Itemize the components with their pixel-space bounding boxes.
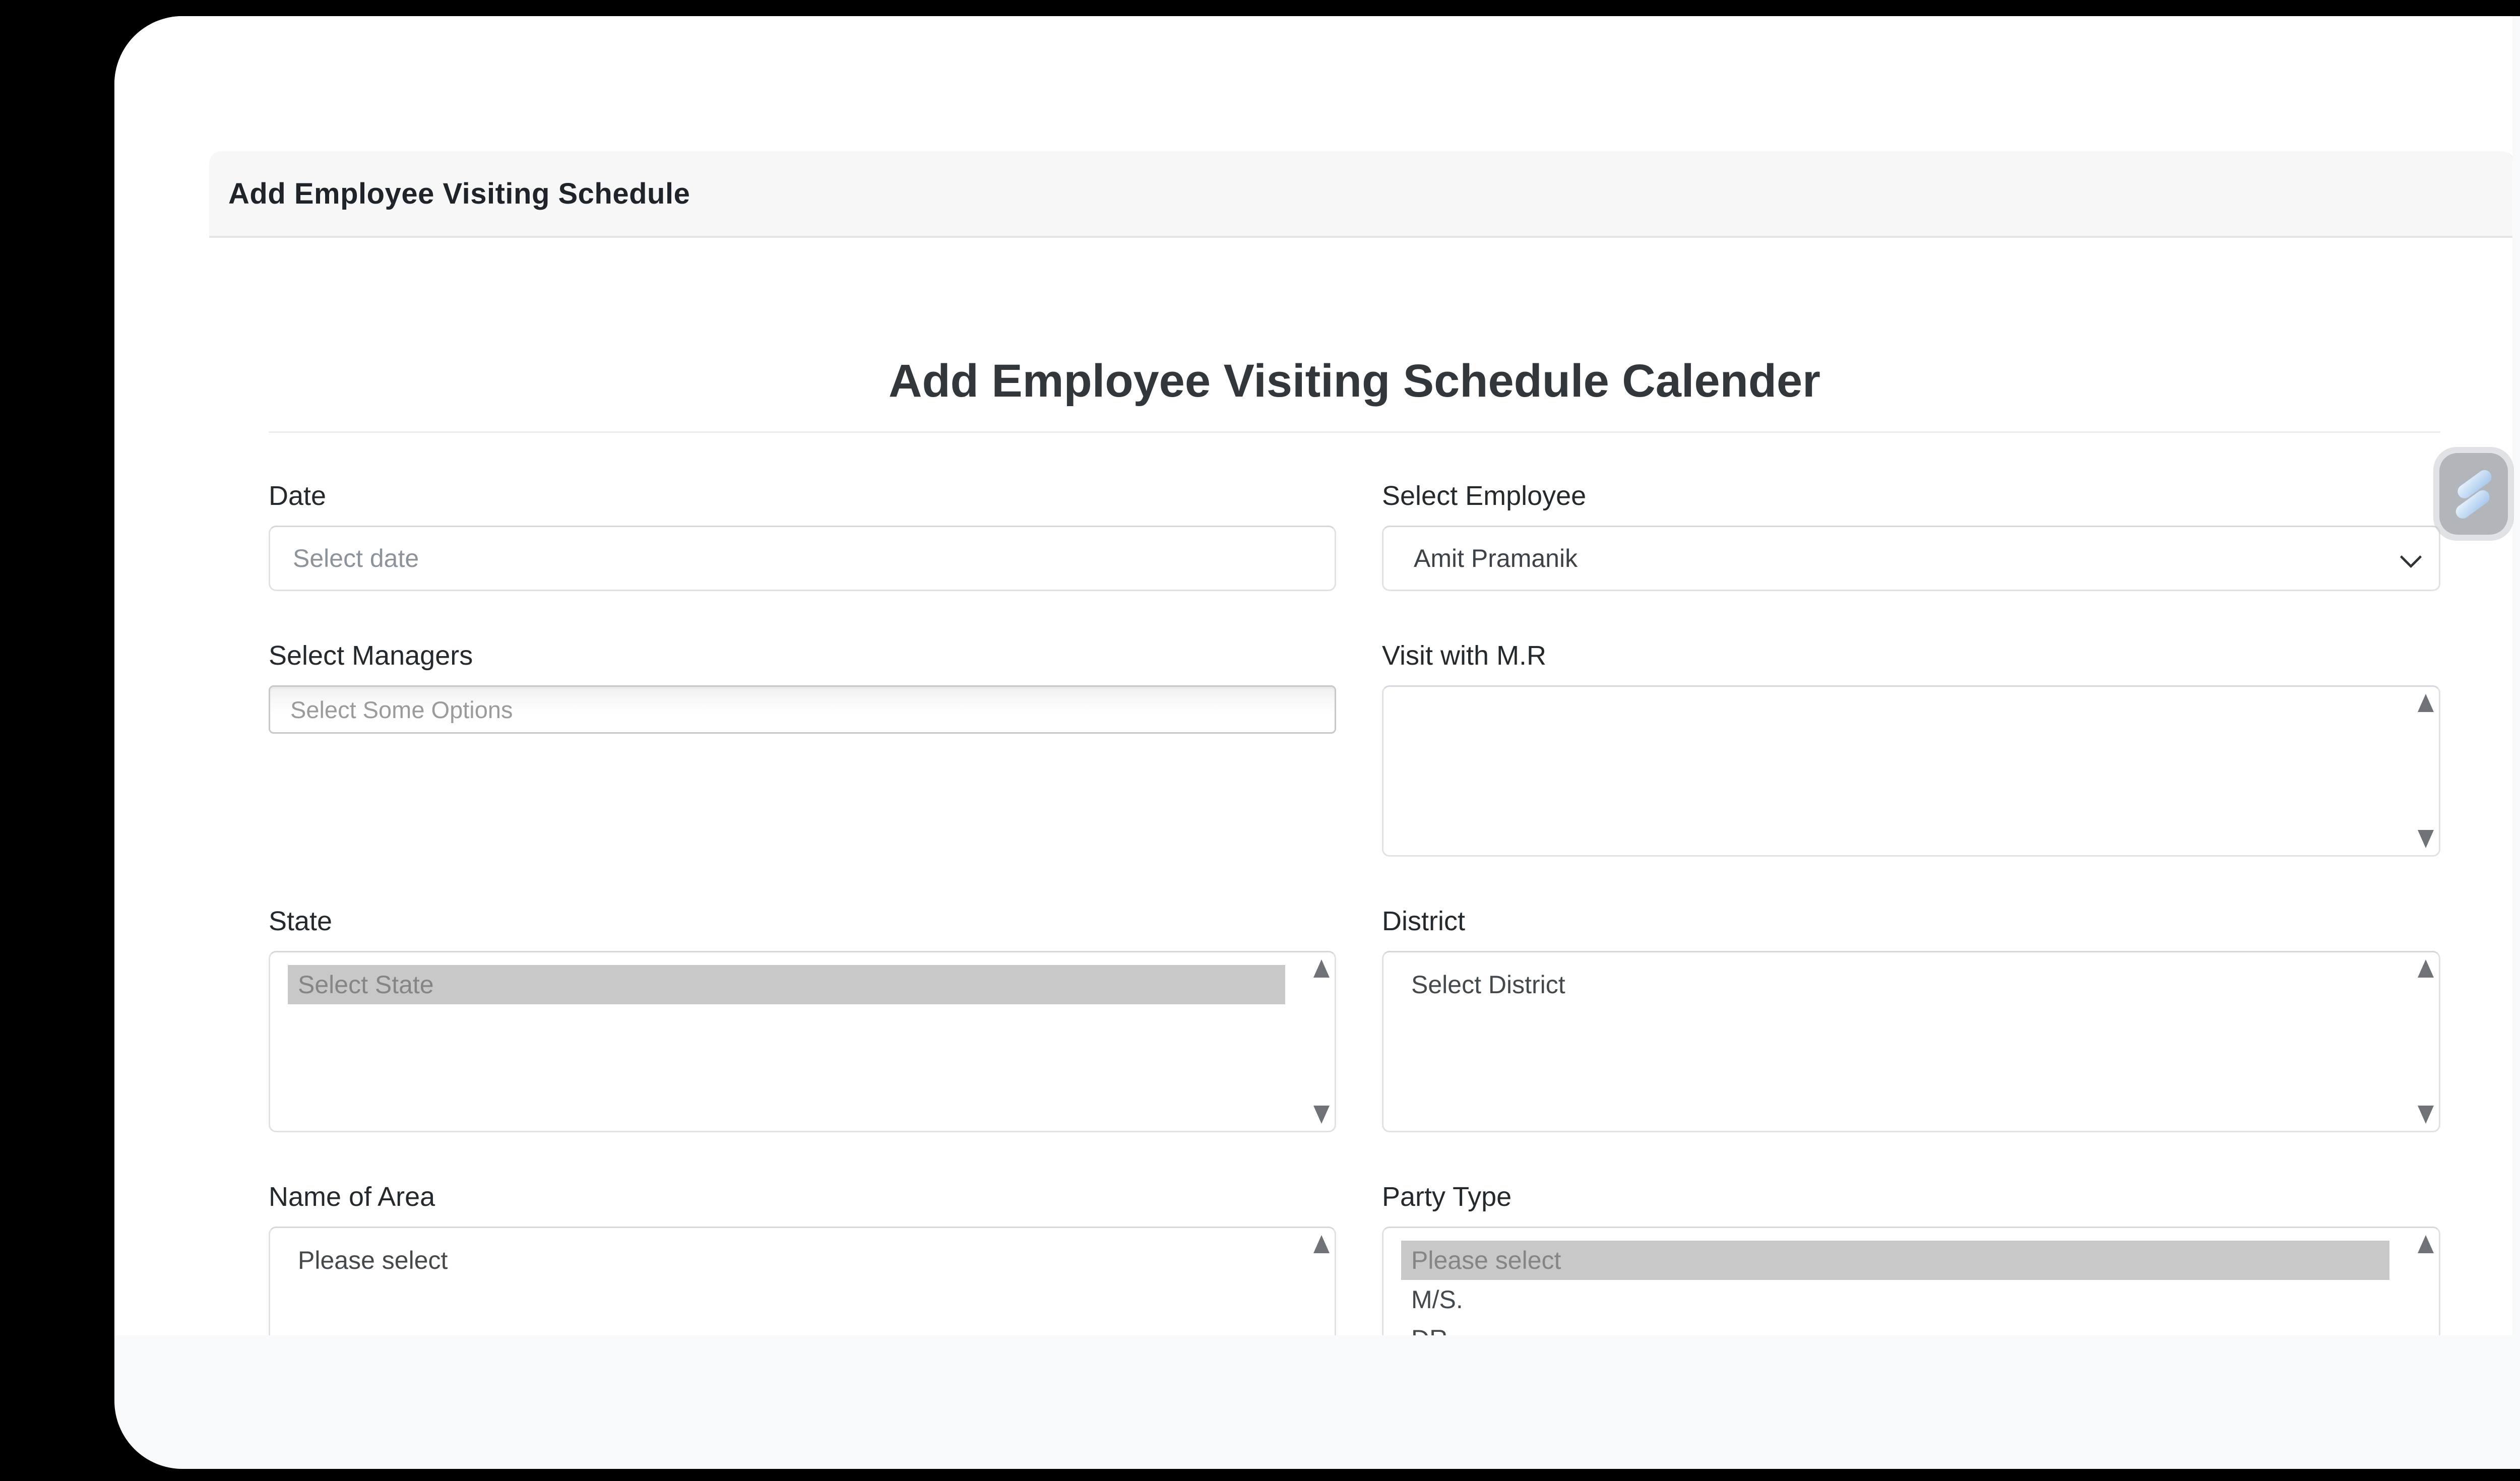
browser-viewport: Add Employee Visiting Schedule Add Emplo… [114, 16, 2512, 1335]
field-visit-with-mr: Visit with M.R [1382, 639, 2440, 857]
state-label: State [269, 906, 333, 936]
employee-selected-value: Amit Pramanik [1414, 544, 1578, 572]
page-title: Add Employee Visiting Schedule Calender [889, 355, 1820, 407]
triangle-down-icon[interactable] [2418, 1106, 2434, 1124]
listbox-scrollbar[interactable] [2413, 952, 2439, 1131]
form-grid: Date Select Employee Amit Pramanik [269, 479, 2440, 1335]
area-options: Please select [288, 1241, 1285, 1280]
party-type-listbox[interactable]: Please select M/S. DR. [1382, 1227, 2440, 1335]
blue-s-logo-icon [2439, 453, 2508, 535]
managers-placeholder: Select Some Options [290, 696, 513, 723]
triangle-down-icon[interactable] [2418, 830, 2434, 848]
listbox-scrollbar[interactable] [2413, 1228, 2439, 1335]
listbox-option[interactable]: Select District [1411, 971, 1565, 999]
employee-select[interactable]: Amit Pramanik [1382, 526, 2440, 591]
triangle-up-icon[interactable] [1313, 1235, 1330, 1253]
triangle-up-icon[interactable] [2418, 1235, 2434, 1253]
field-area: Name of Area Please select [269, 1180, 1336, 1335]
area-label: Name of Area [269, 1182, 435, 1212]
party-type-label: Party Type [1382, 1182, 1512, 1212]
date-input[interactable] [269, 526, 1336, 591]
field-date: Date [269, 479, 1336, 591]
state-options: Select State [288, 965, 1285, 1004]
triangle-up-icon[interactable] [2418, 959, 2434, 978]
employee-label: Select Employee [1382, 481, 1587, 511]
field-state: State Select State [269, 905, 1336, 1132]
field-managers: Select Managers Select Some Options [269, 639, 1336, 734]
triangle-up-icon[interactable] [1313, 959, 1330, 978]
visit-with-mr-label: Visit with M.R [1382, 640, 1547, 671]
schedule-card: Add Employee Visiting Schedule Add Emplo… [209, 151, 2512, 1335]
listbox-option[interactable]: Please select [298, 1246, 448, 1274]
triangle-down-icon[interactable] [1313, 1106, 1330, 1124]
visit-with-mr-listbox[interactable] [1382, 685, 2440, 857]
listbox-scrollbar[interactable] [1308, 952, 1335, 1131]
field-party-type: Party Type Please select M/S. DR. [1382, 1180, 2440, 1335]
district-listbox[interactable]: Select District [1382, 951, 2440, 1132]
date-label: Date [269, 481, 327, 511]
listbox-scrollbar[interactable] [2413, 687, 2439, 855]
managers-multiselect[interactable]: Select Some Options [269, 685, 1336, 734]
area-listbox[interactable]: Please select [269, 1227, 1336, 1335]
field-district: District Select District [1382, 905, 2440, 1132]
listbox-option[interactable]: M/S. [1411, 1285, 1463, 1314]
heading-divider [269, 431, 2440, 433]
listbox-option[interactable]: DR. [1401, 1319, 2389, 1335]
managers-label: Select Managers [269, 640, 473, 671]
listbox-option[interactable]: Select State [288, 965, 1285, 1004]
app-window: Add Employee Visiting Schedule Add Emplo… [114, 16, 2520, 1469]
card-header: Add Employee Visiting Schedule [209, 151, 2512, 238]
listbox-scrollbar[interactable] [1308, 1228, 1335, 1335]
field-employee: Select Employee Amit Pramanik [1382, 479, 2440, 591]
party-type-options: Please select M/S. DR. [1401, 1241, 2389, 1335]
triangle-up-icon[interactable] [2418, 694, 2434, 712]
chevron-down-icon [2400, 546, 2422, 568]
listbox-option[interactable]: Please select [1401, 1241, 2389, 1280]
state-listbox[interactable]: Select State [269, 951, 1336, 1132]
district-options: Select District [1401, 965, 2389, 1004]
district-label: District [1382, 906, 1465, 936]
card-header-title: Add Employee Visiting Schedule [228, 177, 690, 210]
floating-extension-badge[interactable] [2433, 447, 2514, 541]
card-body: Add Employee Visiting Schedule Calender … [209, 354, 2512, 1335]
